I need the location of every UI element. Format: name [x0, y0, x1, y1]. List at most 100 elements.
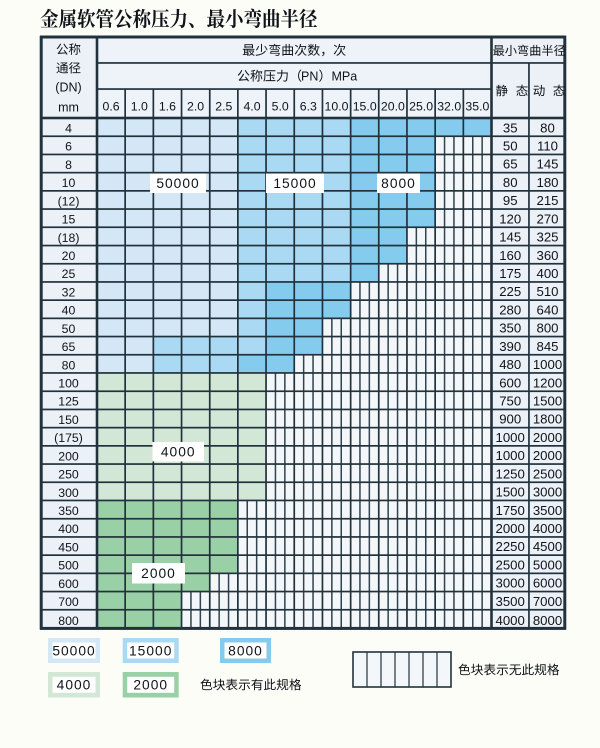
svg-text:2000: 2000: [533, 430, 562, 445]
svg-text:2.5: 2.5: [215, 99, 232, 113]
svg-text:325: 325: [536, 230, 558, 245]
svg-text:10.0: 10.0: [325, 99, 349, 113]
svg-text:1500: 1500: [496, 485, 525, 500]
svg-text:145: 145: [499, 230, 521, 245]
svg-text:2000: 2000: [141, 566, 176, 581]
svg-text:4500: 4500: [533, 539, 562, 554]
svg-text:15000: 15000: [129, 644, 172, 659]
svg-text:1.0: 1.0: [131, 99, 148, 113]
svg-text:2500: 2500: [496, 558, 525, 573]
svg-text:1000: 1000: [533, 357, 562, 372]
svg-text:20: 20: [62, 249, 76, 263]
svg-text:215: 215: [536, 193, 558, 208]
svg-text:250: 250: [58, 468, 79, 482]
svg-text:6000: 6000: [533, 576, 562, 591]
svg-text:800: 800: [536, 321, 558, 336]
svg-text:40: 40: [62, 304, 76, 318]
svg-text:15.0: 15.0: [353, 99, 377, 113]
svg-text:600: 600: [499, 375, 521, 390]
svg-text:1800: 1800: [533, 412, 562, 427]
svg-text:1750: 1750: [496, 503, 525, 518]
svg-text:50: 50: [503, 139, 518, 154]
svg-text:270: 270: [536, 211, 558, 226]
svg-text:50000: 50000: [156, 176, 199, 191]
svg-text:8: 8: [65, 158, 72, 172]
svg-text:5.0: 5.0: [272, 99, 289, 113]
svg-text:1200: 1200: [533, 375, 562, 390]
svg-text:2.0: 2.0: [187, 99, 204, 113]
svg-text:400: 400: [58, 522, 79, 536]
svg-text:7000: 7000: [533, 594, 562, 609]
svg-text:1000: 1000: [496, 430, 525, 445]
svg-text:2000: 2000: [533, 448, 562, 463]
svg-text:4000: 4000: [496, 613, 525, 628]
svg-text:8000: 8000: [381, 176, 416, 191]
svg-text:400: 400: [536, 266, 558, 281]
svg-text:200: 200: [58, 449, 79, 463]
svg-text:110: 110: [537, 139, 558, 154]
svg-text:0.6: 0.6: [103, 99, 120, 113]
svg-text:8000: 8000: [533, 613, 562, 628]
svg-text:4.0: 4.0: [243, 99, 260, 113]
svg-text:(18): (18): [58, 231, 80, 245]
svg-text:25: 25: [62, 267, 76, 281]
svg-text:500: 500: [58, 559, 79, 573]
svg-text:4000: 4000: [161, 445, 196, 460]
svg-text:2500: 2500: [533, 466, 562, 481]
svg-text:510: 510: [536, 284, 558, 299]
svg-text:PN: PN: [301, 70, 318, 84]
svg-text:175: 175: [499, 266, 521, 281]
svg-text:800: 800: [58, 614, 79, 628]
svg-text:450: 450: [58, 540, 79, 554]
svg-text:35.0: 35.0: [465, 99, 489, 113]
svg-text:65: 65: [62, 340, 76, 354]
svg-text:(DN): (DN): [55, 81, 81, 95]
svg-text:25.0: 25.0: [409, 99, 433, 113]
svg-text:750: 750: [499, 394, 521, 409]
svg-text:2250: 2250: [496, 539, 525, 554]
svg-text:3000: 3000: [533, 485, 562, 500]
svg-text:5000: 5000: [533, 558, 562, 573]
svg-text:80: 80: [503, 175, 518, 190]
svg-text:125: 125: [58, 395, 79, 409]
svg-text:80: 80: [62, 358, 76, 372]
svg-text:32: 32: [62, 285, 76, 299]
svg-text:2000: 2000: [133, 678, 168, 693]
svg-text:(12): (12): [58, 194, 80, 208]
svg-text:145: 145: [536, 157, 558, 172]
svg-text:15: 15: [62, 213, 76, 227]
svg-text:120: 120: [499, 211, 521, 226]
svg-text:150: 150: [58, 413, 79, 427]
svg-text:(175): (175): [54, 431, 83, 445]
svg-text:700: 700: [58, 595, 79, 609]
svg-text:300: 300: [58, 486, 79, 500]
svg-text:80: 80: [540, 120, 555, 135]
svg-text:65: 65: [503, 157, 518, 172]
svg-text:845: 845: [536, 339, 558, 354]
svg-text:390: 390: [499, 339, 521, 354]
svg-text:8000: 8000: [228, 644, 263, 659]
svg-text:1.6: 1.6: [159, 99, 176, 113]
svg-text:480: 480: [499, 357, 521, 372]
svg-text:6.3: 6.3: [300, 99, 317, 113]
svg-text:280: 280: [499, 302, 521, 317]
svg-text:225: 225: [499, 284, 521, 299]
svg-text:160: 160: [499, 248, 521, 263]
svg-text:2000: 2000: [496, 521, 525, 536]
svg-text:3000: 3000: [496, 576, 525, 591]
svg-text:10: 10: [62, 176, 76, 190]
svg-text:15000: 15000: [273, 176, 316, 191]
svg-text:100: 100: [58, 377, 79, 391]
svg-text:6: 6: [65, 140, 72, 154]
svg-text:640: 640: [536, 302, 558, 317]
svg-text:600: 600: [58, 577, 79, 591]
svg-text:MPa: MPa: [332, 70, 358, 84]
svg-text:1500: 1500: [533, 394, 562, 409]
svg-text:4: 4: [65, 122, 72, 136]
svg-text:1000: 1000: [496, 448, 525, 463]
svg-text:350: 350: [58, 504, 79, 518]
svg-text:20.0: 20.0: [381, 99, 405, 113]
svg-text:95: 95: [503, 193, 518, 208]
svg-text:350: 350: [499, 321, 521, 336]
svg-text:mm: mm: [58, 100, 79, 114]
